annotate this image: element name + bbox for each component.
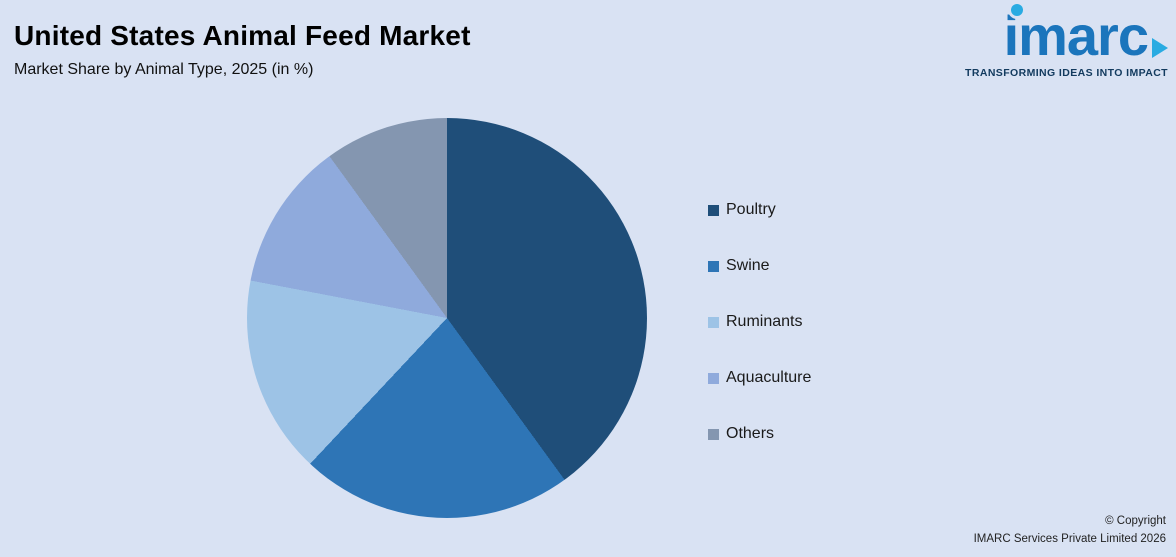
- legend-item-ruminants: Ruminants: [708, 313, 811, 330]
- imarc-logo-row: imarc: [1004, 4, 1168, 64]
- legend-swatch-icon: [708, 372, 719, 384]
- imarc-logo-arrow-icon: [1152, 38, 1168, 58]
- legend-label: Ruminants: [726, 313, 803, 330]
- legend-swatch-icon: [708, 260, 719, 272]
- imarc-logo-dot-icon: [1010, 4, 1023, 16]
- legend: Poultry Swine Ruminants Aquaculture Others: [708, 201, 812, 442]
- legend-item-others: Others: [708, 425, 811, 442]
- legend-label: Swine: [726, 257, 770, 274]
- legend-item-aquaculture: Aquaculture: [708, 369, 812, 386]
- legend-swatch-icon: [708, 204, 719, 216]
- copyright-line1: © Copyright: [1105, 515, 1166, 528]
- legend-swatch-icon: [708, 316, 719, 328]
- legend-item-poultry: Poultry: [708, 201, 811, 218]
- copyright-line2: IMARC Services Private Limited 2026: [973, 533, 1166, 546]
- legend-label: Poultry: [726, 201, 776, 218]
- page-subtitle: Market Share by Animal Type, 2025 (in %): [14, 61, 314, 78]
- imarc-logo-tagline: TRANSFORMING IDEAS INTO IMPACT: [965, 67, 1168, 79]
- legend-label: Aquaculture: [726, 369, 812, 386]
- imarc-logo: imarc TRANSFORMING IDEAS INTO IMPACT: [928, 4, 1168, 79]
- legend-label: Others: [726, 425, 775, 442]
- legend-swatch-icon: [708, 428, 719, 440]
- header: United States Animal Feed Market Market …: [14, 20, 471, 79]
- pie-chart: [247, 118, 647, 518]
- page-title: United States Animal Feed Market: [14, 20, 471, 51]
- imarc-logo-wordmark: imarc: [1003, 4, 1149, 67]
- pie-chart-area: [247, 118, 647, 518]
- legend-item-swine: Swine: [708, 257, 811, 274]
- copyright-footer: © Copyright IMARC Services Private Limit…: [974, 513, 1166, 549]
